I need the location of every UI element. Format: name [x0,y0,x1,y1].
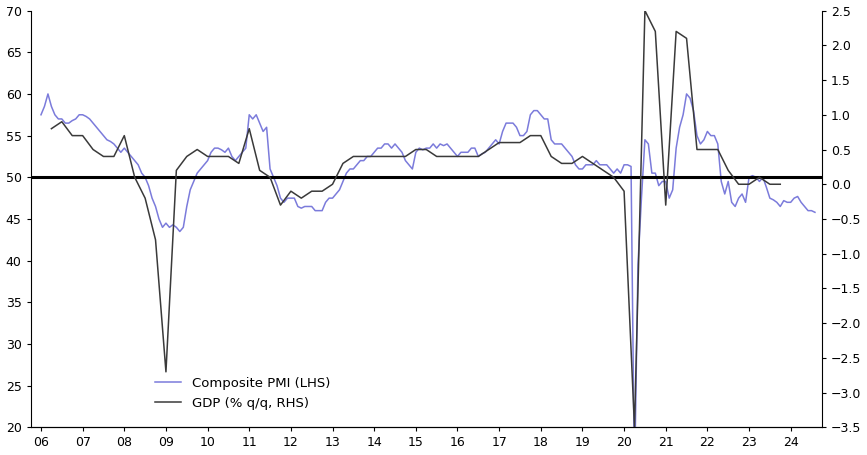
Composite PMI (LHS) [209,146,219,151]
Composite PMI (LHS) [796,200,806,205]
Composite PMI (LHS) [810,210,820,215]
GDP (% q/q, RHS) [67,133,77,138]
GDP (% q/q, RHS) [401,154,411,159]
GDP (% q/q, RHS) [484,147,494,152]
Composite PMI (LHS) [36,112,46,117]
GDP (% q/q, RHS) [150,237,160,243]
Composite PMI (LHS) [98,133,108,138]
Line: Composite PMI (LHS): Composite PMI (LHS) [41,94,815,455]
GDP (% q/q, RHS) [754,175,765,180]
Composite PMI (LHS) [518,133,529,138]
GDP (% q/q, RHS) [629,425,640,430]
Composite PMI (LHS) [42,91,53,96]
GDP (% q/q, RHS) [640,8,650,13]
Line: GDP (% q/q, RHS): GDP (% q/q, RHS) [51,10,780,427]
Legend: Composite PMI (LHS), GDP (% q/q, RHS): Composite PMI (LHS), GDP (% q/q, RHS) [149,372,336,415]
Composite PMI (LHS) [108,141,119,147]
GDP (% q/q, RHS) [723,167,733,173]
Composite PMI (LHS) [453,154,463,159]
GDP (% q/q, RHS) [775,182,786,187]
GDP (% q/q, RHS) [46,126,56,131]
